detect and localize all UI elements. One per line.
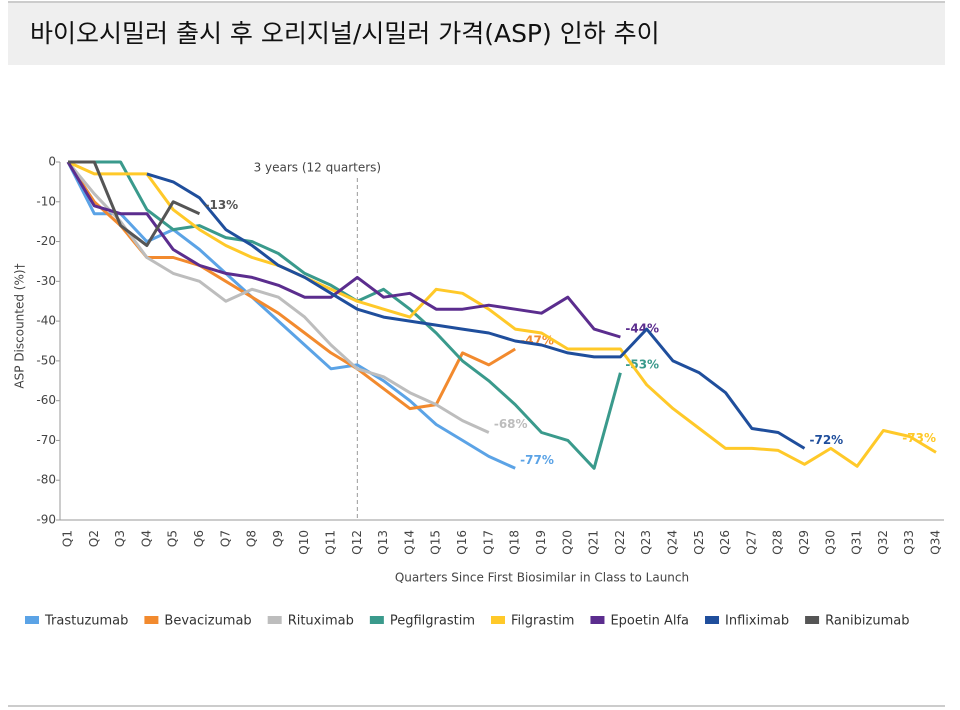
legend-label: Pegfilgrastim [390,614,475,629]
x-tick-label: Q21 [587,530,601,555]
series-line [146,172,806,450]
legend-label: Infliximab [725,614,789,629]
x-tick-label: Q18 [508,530,522,555]
x-tick-label: Q5 [166,530,180,547]
series-line [66,161,516,411]
series-line [66,161,621,339]
x-tick-label: Q23 [639,530,653,555]
x-tick-label: Q19 [534,530,548,555]
series-line [68,160,201,247]
legend-swatch [590,616,605,624]
x-tick-label: Q28 [771,530,785,555]
y-tick-label: 0 [48,155,56,169]
legend-swatch [267,616,282,624]
x-axis-label: Quarters Since First Biosimilar in Class… [395,571,689,585]
data-label: -73% [902,431,936,445]
series-line [68,160,622,470]
annotation-text: 3 years (12 quarters) [254,161,382,175]
x-tick-label: Q13 [376,530,390,555]
x-tick-label: Q14 [402,530,416,555]
x-tick-label: Q4 [139,530,153,547]
y-tick-label: -70 [36,433,56,447]
legend-label: Filgrastim [511,614,574,629]
legend-swatch [705,616,720,624]
x-tick-label: Q25 [692,530,706,555]
data-label: -72% [809,433,843,447]
x-tick-label: Q31 [850,530,864,555]
y-axis-label: ASP Discounted (%)† [13,263,27,388]
legend-label: Bevacizumab [164,614,251,629]
x-tick-label: Q16 [455,530,469,555]
x-tick-label: Q6 [192,530,206,547]
x-tick-label: Q33 [902,530,916,555]
data-label: -68% [494,417,528,431]
x-tick-label: Q26 [718,530,732,555]
legend-swatch [25,616,39,624]
y-tick-label: -30 [36,274,56,288]
y-tick-label: -50 [36,353,56,367]
series-line [67,160,937,468]
legend-label: Trastuzumab [44,614,128,629]
x-tick-label: Q10 [297,530,311,555]
data-label: -13% [205,198,239,212]
data-label: -77% [520,453,554,467]
legend-swatch [369,616,384,624]
x-tick-label: Q8 [245,530,259,547]
x-tick-label: Q11 [324,530,338,555]
legend-swatch [805,616,820,624]
y-tick-label: -10 [36,194,56,208]
series-line [66,161,490,434]
y-tick-label: -40 [36,314,56,328]
legend-label: Rituximab [288,614,354,629]
chart-title: 바이오시밀러 출시 후 오리지널/시밀러 가격(ASP) 인하 추이 [30,19,660,48]
series-line [66,161,516,470]
legend-swatch [491,616,505,624]
x-tick-label: Q22 [613,530,627,555]
y-tick-label: -20 [36,234,56,248]
x-tick-label: Q27 [744,530,758,555]
x-tick-label: Q20 [560,530,574,555]
x-tick-label: Q12 [350,530,364,555]
x-tick-label: Q24 [665,530,679,555]
x-tick-label: Q32 [876,530,890,555]
y-tick-label: -80 [36,473,56,487]
legend-swatch [144,616,159,624]
x-tick-label: Q7 [218,530,232,547]
x-tick-label: Q2 [87,530,101,547]
x-tick-label: Q17 [481,530,495,555]
y-tick-label: -60 [36,393,56,407]
x-tick-label: Q9 [271,530,285,547]
x-tick-label: Q1 [61,530,75,547]
x-tick-label: Q34 [929,530,943,555]
y-tick-label: -90 [36,513,56,527]
legend-label: Epoetin Alfa [610,614,689,629]
x-tick-label: Q15 [429,530,443,555]
x-tick-label: Q3 [113,530,127,547]
legend-label: Ranibizumab [825,614,909,629]
x-tick-label: Q30 [823,530,837,555]
x-tick-label: Q29 [797,530,811,555]
title-bar [8,3,945,65]
